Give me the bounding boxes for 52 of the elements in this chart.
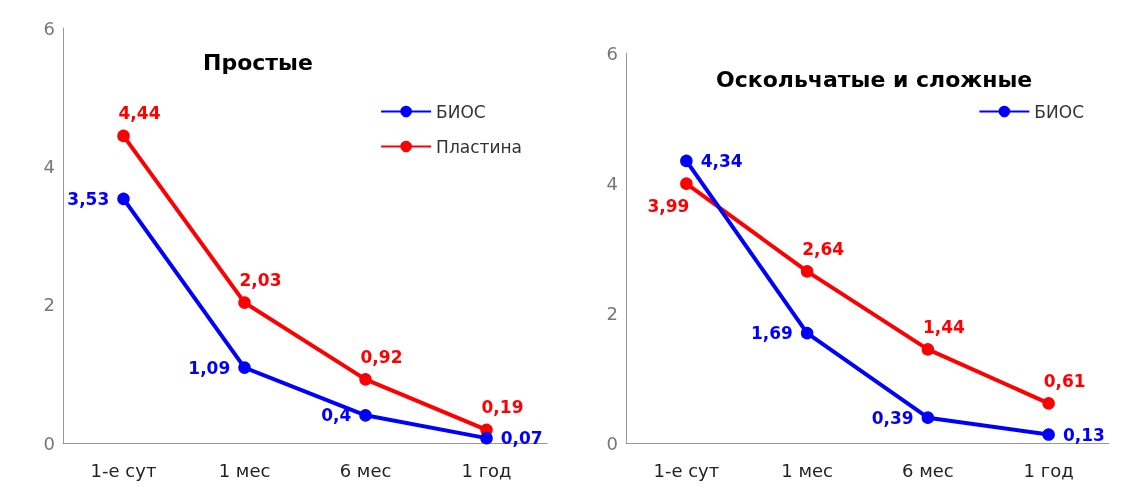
point [359,409,372,422]
legend-label: БИОС [1034,101,1085,122]
point [800,326,814,340]
x-tick-label: 1-е сут [653,459,720,481]
x-tick-label: 1 год [461,459,512,481]
y-tick-label: 2 [606,302,618,324]
data-label: 1,44 [922,316,966,337]
y-tick-label: 0 [43,432,55,454]
y-tick-label: 0 [606,432,618,454]
data-label: 0,92 [360,346,403,367]
point [800,265,814,278]
point [680,154,693,168]
data-label: 0,13 [1062,424,1105,445]
point [359,373,372,386]
data-label: 0,39 [871,407,914,428]
point [921,343,935,356]
x-tick-label: 1 мес [781,459,833,481]
point [117,129,130,143]
y-tick-label: 2 [43,294,55,316]
data-label: 4,44 [118,103,161,124]
point [1042,428,1055,441]
data-label: 1,09 [188,357,231,378]
point [680,177,693,190]
x-tick-label: 1-е сут [90,459,157,481]
point [238,296,251,309]
data-label: 2,03 [239,269,282,290]
text: Оскольчатые и сложные [716,66,1033,92]
x-tick-label: 6 мес [339,459,392,481]
y-tick-label: 4 [606,172,618,194]
legend-label: Пластина [436,136,523,157]
y-tick-label: 6 [606,42,618,64]
data-label: 3,53 [67,188,110,209]
text: Простые [203,49,313,75]
legend-label: БИОС [436,101,486,122]
point [117,192,130,206]
data-label: 2,64 [802,238,845,259]
data-label: 0,61 [1043,370,1086,391]
y-tick-label: 6 [43,17,55,39]
data-label: 0,4 [321,405,352,426]
point [238,361,251,374]
data-label: 0,07 [500,428,543,449]
y-tick-label: 4 [43,155,55,177]
data-label: 4,34 [700,150,743,171]
point [921,411,935,424]
data-label: 0,19 [481,397,524,418]
x-tick-label: 6 мес [902,459,954,481]
x-tick-label: 1 мес [218,459,271,481]
data-label: 1,69 [750,323,793,344]
data-label: 3,99 [647,196,690,217]
point [1042,397,1055,410]
x-tick-label: 1 год [1023,459,1074,481]
point [480,431,493,445]
